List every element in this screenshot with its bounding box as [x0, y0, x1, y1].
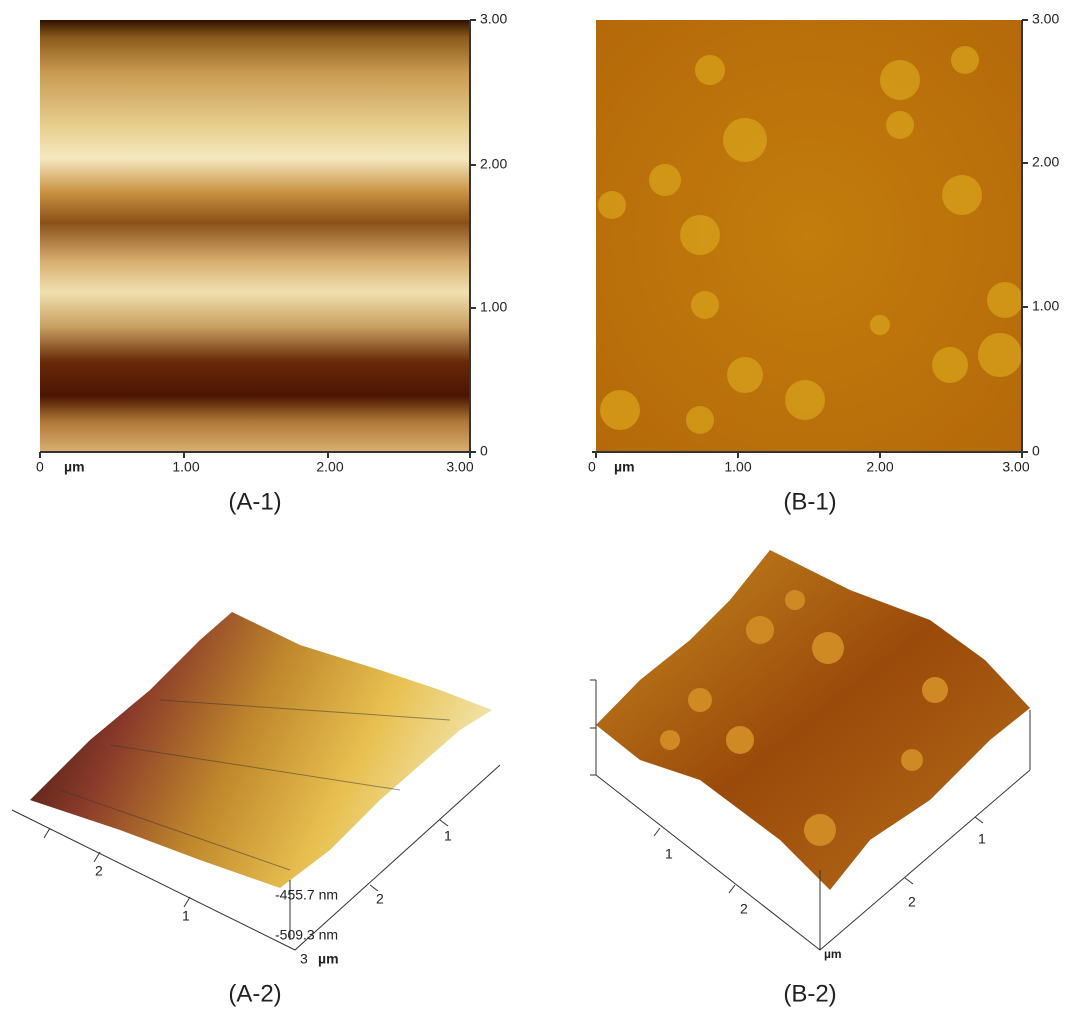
panel-a1: 3.00 2.00 1.00 0 0 µm 1.00 2.00 3.00 (A-… [36, 11, 507, 516]
tick-label: 0 [36, 459, 44, 475]
afm-image [40, 20, 470, 452]
tick-label: 3.00 [480, 11, 507, 27]
tick-label: 1.00 [480, 299, 507, 315]
unit: µm [614, 459, 635, 475]
tick-label: 3.00 [446, 459, 473, 475]
tick-label: 0 [1032, 443, 1040, 459]
tick-label: 1.00 [724, 459, 751, 475]
axis [1022, 20, 1028, 452]
tick-label: 1 [182, 908, 190, 924]
caption: (A-1) [228, 488, 281, 515]
figure: 3.00 2.00 1.00 0 0 µm 1.00 2.00 3.00 (A-… [0, 0, 1069, 1010]
tick-label: 2 [95, 863, 103, 879]
tick-label: 0 [588, 459, 596, 475]
caption: (A-2) [228, 980, 281, 1007]
unit: µm [64, 459, 85, 475]
panel-b2: 1 2 1 2 µm (B-2) [590, 550, 1030, 1007]
tick-label: 3 [300, 951, 308, 967]
tick-label: 2 [376, 891, 384, 907]
tick-label: 1.00 [1032, 298, 1059, 314]
panel-b1: 3.00 2.00 1.00 0 0 µm 1.00 2.00 3.00 (B-… [588, 11, 1059, 516]
afm-surface [30, 612, 492, 888]
tick-label: 2 [908, 894, 916, 910]
tick-label: 1 [444, 828, 452, 844]
axis [40, 452, 470, 458]
caption: (B-2) [783, 980, 836, 1007]
tick-label: 1 [665, 846, 673, 862]
tick-label: 3.00 [1002, 459, 1029, 475]
axis [470, 20, 476, 452]
caption: (B-1) [783, 488, 836, 515]
tick-label: 2.00 [316, 459, 343, 475]
tick-label: 2.00 [866, 459, 893, 475]
z-label: -455.7 nm [275, 887, 338, 903]
tick-label: 1 [978, 831, 986, 847]
unit: µm [318, 951, 339, 967]
tick-label: 2.00 [1032, 154, 1059, 170]
tick-label: 2 [740, 901, 748, 917]
z-label: -509.3 nm [275, 927, 338, 943]
tick-label: 2.00 [480, 156, 507, 172]
axis [592, 452, 1022, 458]
panel-a2: 2 1 1 2 3 µm -455.7 nm -509.3 nm (A-2) [12, 612, 500, 1007]
tick-label: 3.00 [1032, 11, 1059, 27]
tick-label: 0 [480, 443, 488, 459]
tick-label: 1.00 [172, 459, 199, 475]
unit: µm [824, 947, 842, 961]
